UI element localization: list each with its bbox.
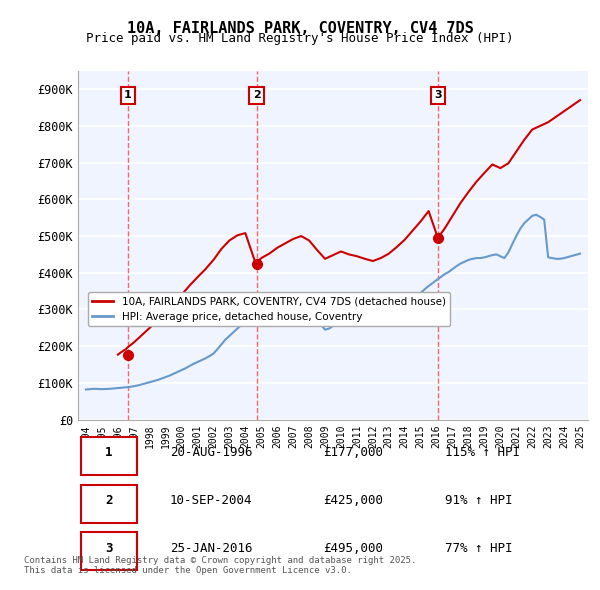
Text: 1: 1 (124, 90, 131, 100)
Text: 3: 3 (105, 542, 112, 555)
Text: 2: 2 (253, 90, 260, 100)
Text: 115% ↑ HPI: 115% ↑ HPI (445, 447, 520, 460)
Text: 3: 3 (434, 90, 442, 100)
Text: 77% ↑ HPI: 77% ↑ HPI (445, 542, 513, 555)
Text: £425,000: £425,000 (323, 494, 383, 507)
Legend: 10A, FAIRLANDS PARK, COVENTRY, CV4 7DS (detached house), HPI: Average price, det: 10A, FAIRLANDS PARK, COVENTRY, CV4 7DS (… (88, 292, 450, 326)
FancyBboxPatch shape (80, 437, 137, 475)
FancyBboxPatch shape (80, 532, 137, 571)
Text: 25-JAN-2016: 25-JAN-2016 (170, 542, 253, 555)
Text: 10-SEP-2004: 10-SEP-2004 (170, 494, 253, 507)
Text: Contains HM Land Registry data © Crown copyright and database right 2025.
This d: Contains HM Land Registry data © Crown c… (24, 556, 416, 575)
FancyBboxPatch shape (80, 484, 137, 523)
Text: £495,000: £495,000 (323, 542, 383, 555)
Text: 1: 1 (105, 447, 112, 460)
Text: 91% ↑ HPI: 91% ↑ HPI (445, 494, 513, 507)
Text: £177,000: £177,000 (323, 447, 383, 460)
Text: 20-AUG-1996: 20-AUG-1996 (170, 447, 253, 460)
Text: 10A, FAIRLANDS PARK, COVENTRY, CV4 7DS: 10A, FAIRLANDS PARK, COVENTRY, CV4 7DS (127, 21, 473, 35)
Text: 2: 2 (105, 494, 112, 507)
Text: Price paid vs. HM Land Registry's House Price Index (HPI): Price paid vs. HM Land Registry's House … (86, 32, 514, 45)
